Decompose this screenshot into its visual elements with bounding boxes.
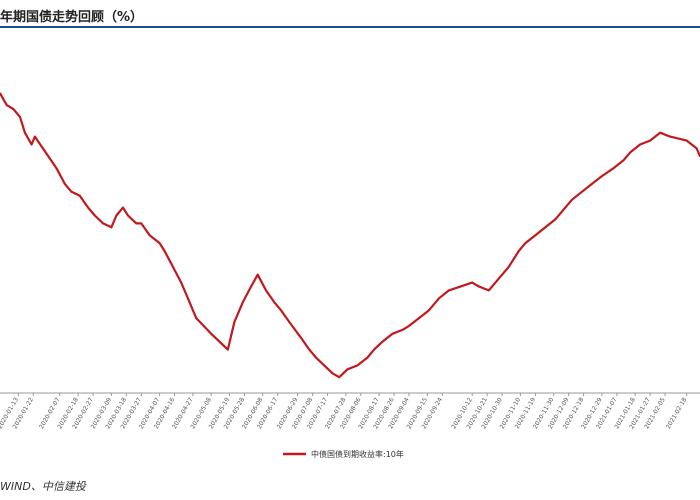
data-point xyxy=(418,317,420,319)
data-point xyxy=(0,92,1,95)
data-point xyxy=(554,218,557,221)
data-point xyxy=(218,340,221,343)
data-point xyxy=(148,234,151,237)
data-point xyxy=(70,191,73,193)
data-point xyxy=(172,265,174,268)
data-point xyxy=(507,265,510,268)
data-point xyxy=(498,277,500,280)
x-tick-label: 2021-02-18 xyxy=(665,396,689,430)
data-point xyxy=(408,325,410,327)
data-point xyxy=(591,183,593,185)
data-point xyxy=(140,222,143,225)
data-point xyxy=(115,214,118,217)
data-point xyxy=(659,131,661,134)
data-point xyxy=(300,336,302,339)
data-point xyxy=(391,333,394,335)
data-point xyxy=(534,234,537,237)
title-rule xyxy=(0,26,700,28)
data-point xyxy=(315,356,317,359)
data-point xyxy=(180,281,183,284)
data-point xyxy=(158,242,161,244)
data-point xyxy=(79,194,81,197)
data-point xyxy=(478,285,480,288)
data-point xyxy=(639,143,641,146)
data-point xyxy=(19,116,21,118)
data-point xyxy=(517,250,520,252)
data-point xyxy=(622,159,625,162)
data-point xyxy=(288,321,291,323)
data-point xyxy=(30,143,33,146)
data-point xyxy=(524,242,527,244)
source-note: WIND、中信建投 xyxy=(0,480,86,493)
data-point xyxy=(428,309,430,311)
data-point xyxy=(346,368,349,371)
data-point xyxy=(438,297,440,300)
data-point xyxy=(381,340,384,343)
data-point xyxy=(187,297,189,300)
chart-title: 年期国债走势回顾（%） xyxy=(0,10,144,25)
data-point xyxy=(471,281,474,284)
data-point xyxy=(448,289,450,292)
data-point xyxy=(102,222,104,225)
data-point xyxy=(265,289,267,292)
series-line xyxy=(0,92,700,379)
data-point xyxy=(649,139,651,142)
legend-label: 中债国债到期收益率:10年 xyxy=(311,449,404,459)
data-point xyxy=(601,175,603,177)
data-point xyxy=(695,147,698,150)
data-point xyxy=(163,250,166,252)
data-point xyxy=(127,214,129,217)
data-point xyxy=(273,301,276,304)
data-point xyxy=(669,135,671,138)
data-point xyxy=(373,348,375,351)
data-point xyxy=(12,108,15,110)
data-point xyxy=(488,289,490,292)
data-point xyxy=(338,376,340,379)
data-point xyxy=(356,364,359,367)
data-point xyxy=(5,104,8,106)
data-point xyxy=(308,348,311,351)
data-point xyxy=(629,151,631,154)
data-point xyxy=(241,301,244,304)
data-point xyxy=(64,183,66,185)
data-point xyxy=(226,348,229,351)
data-point xyxy=(210,333,212,335)
data-point xyxy=(564,206,567,209)
data-point xyxy=(195,317,197,319)
data-point xyxy=(544,226,547,229)
data-point xyxy=(233,321,236,323)
data-point xyxy=(93,214,96,217)
data-point xyxy=(135,222,138,225)
data-point xyxy=(256,273,259,276)
data-point xyxy=(34,135,36,138)
data-point xyxy=(110,226,113,229)
data-point xyxy=(87,206,89,209)
data-point xyxy=(280,309,282,311)
data-point xyxy=(250,285,252,288)
data-point xyxy=(612,167,615,169)
data-point xyxy=(323,364,326,367)
data-point xyxy=(571,198,573,201)
data-point xyxy=(55,167,58,169)
data-point xyxy=(122,206,124,209)
data-point xyxy=(581,191,583,193)
title-bar: 年期国债走势回顾（%） xyxy=(0,0,700,28)
data-point xyxy=(366,356,369,359)
data-point xyxy=(401,329,404,331)
data-point xyxy=(331,372,334,375)
data-point xyxy=(24,131,26,134)
data-point xyxy=(685,139,688,142)
